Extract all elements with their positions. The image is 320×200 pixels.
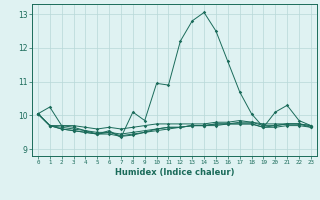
X-axis label: Humidex (Indice chaleur): Humidex (Indice chaleur) bbox=[115, 168, 234, 177]
